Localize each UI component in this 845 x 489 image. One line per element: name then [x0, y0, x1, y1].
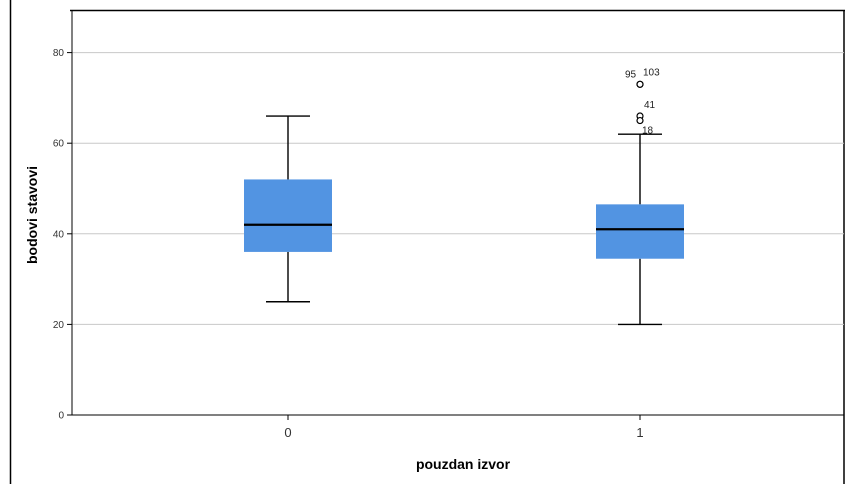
- y-axis-title: bodovi stavovi: [24, 166, 40, 264]
- outlier-label-103: 103: [643, 67, 660, 78]
- outlier-label-41: 41: [644, 100, 656, 111]
- axes: [67, 10, 844, 420]
- ytick-label-40: 40: [53, 229, 65, 240]
- outlier-point-103: [636, 80, 644, 88]
- boxes: [244, 115, 684, 326]
- ytick-label-20: 20: [53, 320, 65, 331]
- xtick-label-1: 1: [636, 425, 643, 440]
- outlier-label-18: 18: [642, 126, 654, 137]
- outlier-point-18: [636, 116, 644, 125]
- box-iqr-0: [244, 179, 332, 252]
- outlier-label-95: 95: [625, 69, 637, 80]
- grid-lines: [72, 52, 844, 325]
- outliers: 95 103 41 18: [625, 67, 660, 136]
- box-iqr-1: [596, 204, 684, 259]
- x-axis-title: pouzdan izvor: [416, 456, 511, 472]
- ytick-label-80: 80: [53, 48, 65, 59]
- xtick-label-0: 0: [284, 425, 291, 440]
- ytick-label-60: 60: [53, 139, 65, 150]
- tick-labels: 0 20 40 60 80 0 1: [53, 48, 644, 440]
- ytick-label-0: 0: [58, 411, 64, 422]
